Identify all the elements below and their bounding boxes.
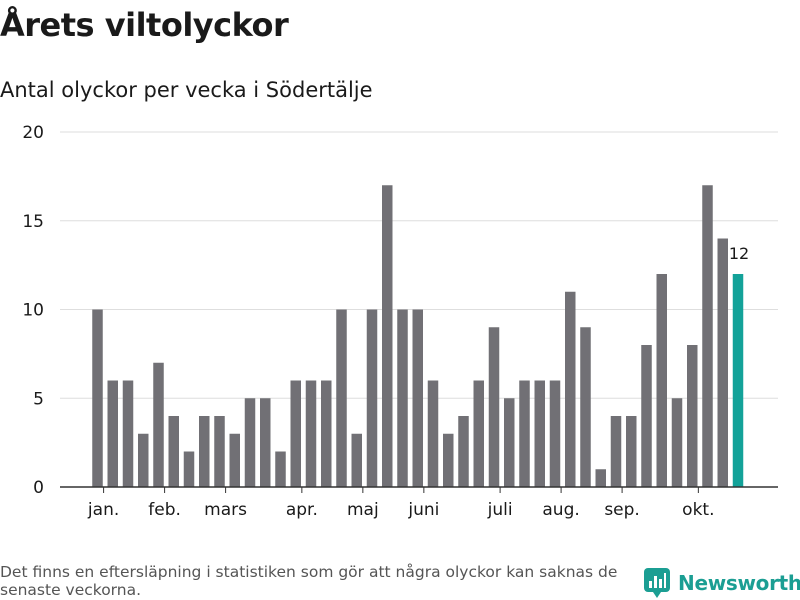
y-tick-label: 0 [33,478,44,498]
bar [641,345,652,487]
bar [321,380,332,487]
bar [473,380,484,487]
bar [336,309,347,487]
bar [549,380,561,487]
bar [138,433,149,487]
bar [519,380,530,487]
bar [610,416,622,487]
x-tick-label: juli [487,500,513,520]
newsworthy-logo-icon [644,568,670,598]
bar [290,380,301,487]
bar [626,416,637,487]
bar [534,380,545,487]
bar [580,327,591,487]
bar [717,238,728,487]
bar [397,309,408,487]
bar [488,327,500,487]
bar [244,398,256,487]
bar [656,274,667,487]
chart-title: Årets viltolyckor [0,6,289,44]
bar [260,398,271,487]
y-tick-label: 20 [22,123,44,143]
x-tick-label: maj [347,500,379,520]
bar [366,309,378,487]
bar [565,291,576,487]
bar [168,416,179,487]
x-tick-label: feb. [148,500,181,520]
y-tick-label: 10 [22,301,44,321]
x-tick-label: aug. [542,500,579,520]
x-tick-label: sep. [604,500,640,520]
chart-subtitle: Antal olyckor per vecka i Södertälje [0,78,373,102]
bar [382,185,393,487]
bar [595,469,606,487]
bar [153,362,164,487]
x-tick-label: jan. [87,500,119,520]
bar [183,451,195,487]
bar [229,433,240,487]
bar [214,416,225,487]
bar [351,433,362,487]
brand-logo: Newsworthy [644,568,800,598]
y-tick-label: 5 [33,389,44,409]
bar-chart: 0 5 10 15 20 12 jan. feb. mars apr. maj juni juli aug… [22,123,778,520]
data-label: 12 [729,244,749,263]
brand-name: Newsworthy [678,571,800,595]
bar-highlight [732,274,744,487]
bar [687,345,698,487]
bar [305,380,317,487]
bar [702,185,713,487]
bar [412,309,423,487]
bar [504,398,515,487]
bar [107,380,118,487]
footnote: Det finns en eftersläpning i statistiken… [0,563,618,599]
x-tick-label: apr. [286,500,318,520]
bar [671,398,683,487]
bar [427,380,439,487]
x-tick-label: juni [407,500,439,520]
bar [458,416,469,487]
x-tick-label: mars [204,500,247,520]
x-tick-label: okt. [682,500,714,520]
bar [122,380,134,487]
bar [199,416,210,487]
y-tick-label: 15 [22,212,44,232]
bar [275,451,286,487]
bar [92,309,103,487]
bar [443,433,454,487]
